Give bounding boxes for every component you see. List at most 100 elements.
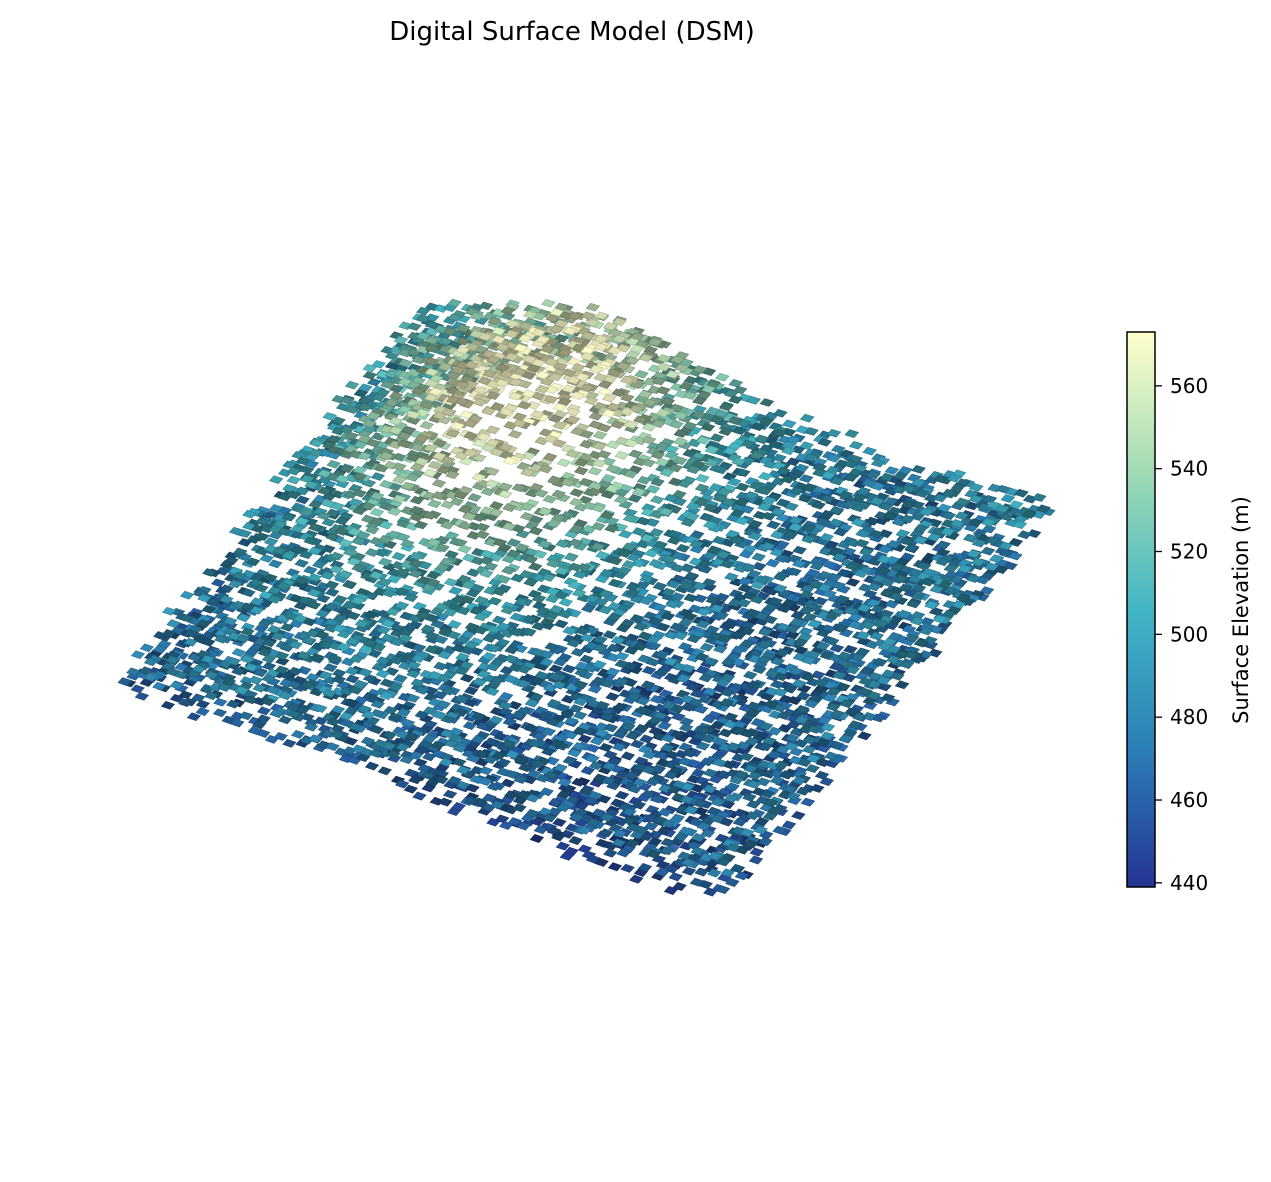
surface-cell bbox=[512, 412, 527, 422]
surface-cell bbox=[614, 451, 630, 460]
surface-cell bbox=[731, 457, 746, 467]
surface-cell bbox=[478, 301, 494, 311]
surface-cell bbox=[669, 420, 684, 429]
surface-cell bbox=[798, 494, 813, 503]
surface-cell bbox=[913, 524, 929, 533]
surface-cell bbox=[759, 398, 775, 407]
surface-cell bbox=[268, 475, 284, 484]
surface-cell bbox=[638, 389, 653, 399]
surface-cell bbox=[968, 483, 984, 492]
colorbar-tick-label: 500 bbox=[1170, 622, 1208, 646]
surface-cell bbox=[580, 311, 596, 321]
surface-cell bbox=[424, 335, 440, 345]
surface-cell bbox=[552, 817, 567, 827]
surface-cell bbox=[572, 710, 588, 720]
surface-cell bbox=[966, 549, 982, 559]
surface-cell bbox=[416, 306, 431, 316]
surface-cell bbox=[603, 848, 618, 858]
surface-cell bbox=[877, 544, 893, 554]
surface-cell bbox=[829, 505, 844, 515]
surface-cell bbox=[954, 497, 970, 507]
surface-cell bbox=[259, 554, 274, 563]
surface-cell bbox=[611, 388, 626, 398]
surface-cell bbox=[567, 311, 583, 321]
surface-cell bbox=[954, 511, 970, 521]
colorbar-label: Surface Elevation (m) bbox=[1229, 496, 1253, 724]
surface-cell bbox=[722, 446, 738, 456]
surface-cell bbox=[915, 489, 930, 498]
surface-cell bbox=[946, 473, 962, 483]
surface-cell bbox=[588, 411, 604, 421]
surface-cell bbox=[804, 427, 819, 436]
surface-cell bbox=[927, 518, 943, 528]
surface-cell bbox=[898, 466, 913, 475]
surface-cell bbox=[695, 435, 711, 445]
surface-cell bbox=[542, 494, 558, 504]
surface-cell bbox=[558, 597, 573, 607]
surface-cell bbox=[527, 562, 543, 572]
surface-cell bbox=[130, 650, 146, 659]
surface-cell bbox=[982, 494, 998, 504]
surface-cell bbox=[160, 700, 176, 710]
chart-title: Digital Surface Model (DSM) bbox=[389, 17, 754, 47]
surface-cell bbox=[673, 411, 689, 420]
surface-cell bbox=[691, 410, 707, 419]
surface-cell bbox=[569, 488, 584, 498]
surface-cell bbox=[601, 393, 617, 403]
surface-cell bbox=[618, 529, 633, 539]
surface-cell bbox=[416, 313, 431, 323]
surface-cell bbox=[740, 456, 756, 466]
surface-cell bbox=[427, 499, 442, 509]
surface-cell bbox=[780, 474, 796, 484]
surface-cell bbox=[647, 337, 663, 347]
surface-cell bbox=[545, 313, 560, 323]
surface-cell bbox=[830, 444, 846, 454]
surface-cell bbox=[529, 834, 545, 843]
surface-cell bbox=[882, 511, 898, 521]
surface-cell bbox=[936, 540, 951, 550]
surface-cell bbox=[442, 789, 458, 799]
surface-cell bbox=[870, 458, 886, 468]
surface-cell bbox=[553, 319, 569, 328]
surface-cell bbox=[749, 451, 765, 460]
surface-cell bbox=[371, 360, 386, 369]
surface-cell bbox=[424, 320, 440, 330]
surface-cell bbox=[794, 463, 810, 473]
surface-cell bbox=[625, 356, 640, 365]
surface-cell bbox=[772, 453, 787, 463]
surface-cell bbox=[598, 743, 614, 752]
surface-cell bbox=[735, 468, 751, 477]
surface-cell bbox=[491, 327, 507, 336]
surface-cell bbox=[448, 586, 463, 596]
surface-cell bbox=[1014, 488, 1029, 498]
surface-cell bbox=[993, 565, 1009, 574]
surface-cell bbox=[585, 302, 601, 312]
surface-cell bbox=[951, 482, 966, 492]
surface-cell bbox=[668, 872, 683, 882]
colorbar-tick-label: 540 bbox=[1170, 457, 1208, 481]
surface-cell bbox=[900, 514, 916, 524]
surface-cell bbox=[798, 474, 814, 483]
surface-cell bbox=[940, 527, 956, 537]
surface-cell bbox=[568, 836, 583, 845]
surface-cell bbox=[681, 866, 697, 876]
surface-cell bbox=[809, 783, 825, 793]
surface-cell bbox=[652, 582, 668, 591]
surface-cell bbox=[212, 708, 228, 718]
surface-cell bbox=[829, 643, 845, 653]
surface-cell bbox=[843, 473, 859, 482]
surface-cell bbox=[933, 474, 948, 484]
surface-cell bbox=[332, 668, 347, 678]
surface-cell bbox=[696, 390, 712, 400]
surface-cell bbox=[391, 552, 406, 561]
surface-cell bbox=[941, 488, 957, 498]
surface-cell bbox=[1012, 520, 1028, 530]
surface-cell bbox=[134, 691, 150, 701]
surface-cell bbox=[918, 507, 934, 517]
surface-cell bbox=[781, 446, 796, 456]
surface-cell bbox=[775, 498, 791, 508]
surface-cell bbox=[614, 790, 630, 800]
surface-cell bbox=[629, 344, 645, 353]
surface-cell bbox=[504, 319, 520, 328]
